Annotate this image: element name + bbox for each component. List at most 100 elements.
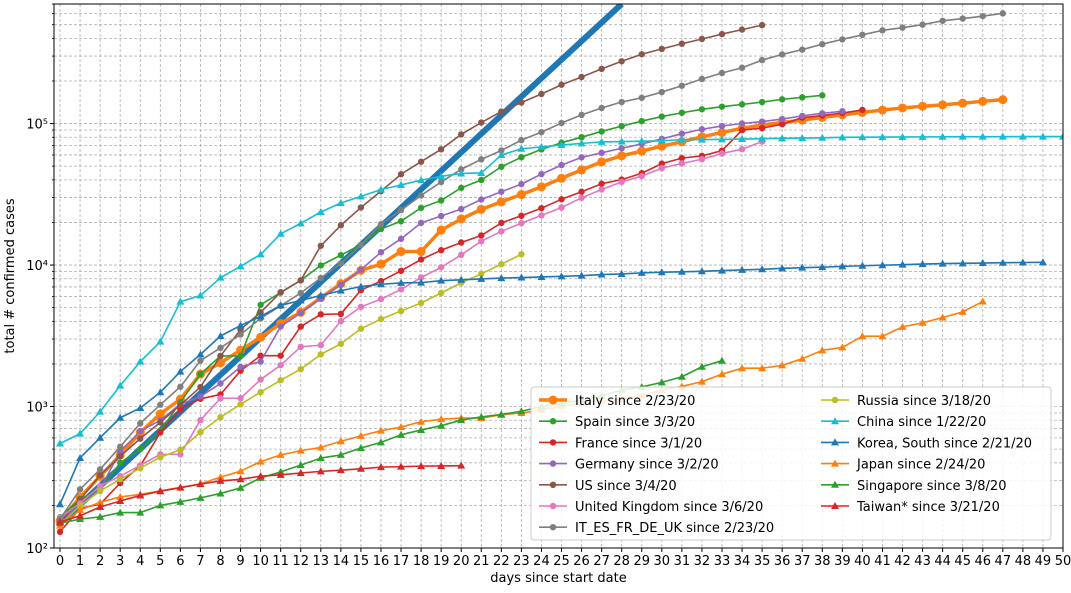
circle-marker [819,110,826,117]
legend-item: Singapore since 3/8/20 [821,479,1006,494]
triangle-marker [316,454,325,462]
triangle-marker [738,265,747,273]
circle-marker [518,212,525,219]
x-tick-label: 6 [176,554,184,569]
triangle-marker [96,407,105,415]
triangle-marker [136,491,145,499]
triangle-marker [96,512,105,520]
triangle-marker [276,229,285,237]
circle-marker [618,98,625,106]
circle-marker [598,65,605,73]
circle-marker [76,502,84,509]
circle-marker [958,98,968,108]
circle-marker [197,383,204,391]
x-tick-label: 34 [734,554,751,569]
circle-marker [437,264,445,271]
triangle-marker [778,264,787,272]
triangle-marker [717,356,726,364]
circle-marker [137,427,144,435]
circle-marker [417,299,425,307]
triangle-marker [376,185,385,193]
circle-marker [678,40,686,47]
circle-marker [217,395,224,402]
circle-marker [478,156,485,163]
circle-marker [979,12,986,20]
triangle-marker [1018,258,1027,266]
triangle-marker [417,417,426,425]
triangle-marker [978,259,987,267]
triangle-marker [356,192,365,200]
x-tick-label: 9 [236,554,244,569]
circle-marker [337,222,345,229]
triangle-marker [798,263,807,271]
triangle-marker [236,262,245,270]
circle-marker [116,443,124,450]
triangle-marker [336,450,345,458]
triangle-marker [336,437,345,445]
x-tick-label: 42 [894,554,911,569]
x-tick-label: 39 [834,554,851,569]
circle-marker [237,401,244,408]
triangle-marker [156,388,165,396]
triangle-marker [477,274,486,282]
triangle-marker [738,364,747,372]
circle-marker [437,289,445,297]
triangle-marker [758,265,767,273]
triangle-marker [336,199,345,207]
circle-marker [558,119,565,127]
circle-marker [799,46,806,53]
triangle-marker [831,417,839,425]
triangle-marker [56,500,65,508]
circle-marker [417,158,425,165]
circle-marker [578,133,585,141]
circle-marker [377,221,385,228]
legend-label: Japan since 2/24/20 [856,458,985,473]
triangle-marker [176,497,185,505]
circle-marker [437,197,445,204]
circle-marker [416,247,426,257]
circle-marker [518,154,525,161]
circle-marker [819,92,826,99]
triangle-marker [76,453,85,461]
circle-marker [598,186,605,193]
circle-marker [217,380,224,387]
triangle-marker [617,137,626,145]
circle-marker [437,178,445,186]
triangle-marker [457,275,466,283]
triangle-marker [236,321,245,329]
legend-label: Italy since 2/23/20 [575,394,695,409]
circle-marker [698,35,706,43]
circle-marker [879,27,886,34]
circle-marker [678,109,686,116]
legend-item: France since 3/1/20 [539,436,702,451]
triangle-marker [918,260,927,268]
circle-marker [297,343,304,351]
x-tick-label: 12 [292,554,309,569]
triangle-marker [938,313,947,321]
circle-marker [157,401,164,408]
triangle-marker [637,137,646,145]
triangle-marker [898,132,907,140]
legend-label: Germany since 3/2/20 [575,458,719,473]
circle-marker [217,352,224,360]
triangle-marker [858,332,867,340]
circle-marker [839,36,846,43]
series-russia [56,251,525,528]
circle-marker [137,464,144,472]
triangle-marker [397,278,406,286]
x-axis-ticks: 0 1 2 3 4 5 6 7 8 9 10 11 12 13 14 15 16 17 18 19 20 21 22 23 24… [56,548,1071,569]
circle-marker [717,127,727,137]
circle-marker [277,352,284,359]
circle-marker [598,128,605,135]
triangle-marker [517,273,526,281]
triangle-marker [657,378,666,386]
triangle-marker [96,498,105,506]
circle-marker [549,439,557,446]
triangle-marker [831,502,839,509]
legend-item: Taiwan* since 3/21/20 [821,500,1000,515]
x-tick-label: 20 [453,554,470,569]
circle-marker [698,75,706,83]
circle-marker [297,323,304,330]
triangle-marker [276,450,285,458]
